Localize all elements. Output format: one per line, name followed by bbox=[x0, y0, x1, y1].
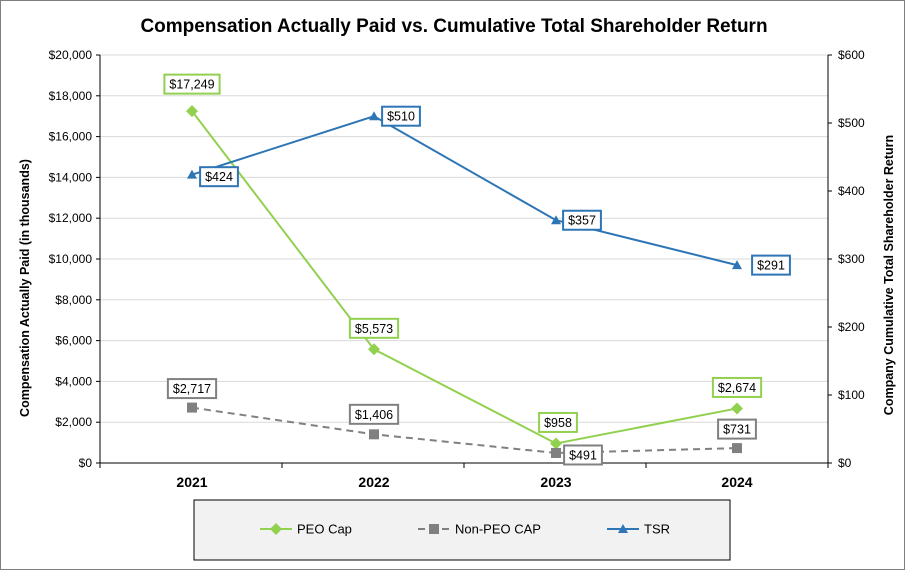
legend-entry-tsr: TSR bbox=[607, 522, 670, 537]
non-peo-cap-data-label: $2,717 bbox=[166, 378, 218, 400]
y-tick-label: $4,000 bbox=[55, 374, 92, 388]
peo-cap-data-label: $958 bbox=[538, 411, 578, 433]
data-labels-layer: $17,249 $5,573 $958 $2,674 $2,717 $1,406 $491 $… bbox=[163, 73, 791, 466]
non-peo-cap-data-label-box bbox=[717, 418, 757, 440]
x-tick-label: 2021 bbox=[176, 474, 207, 490]
non-peo-cap-point bbox=[369, 429, 379, 440]
legend-label: TSR bbox=[644, 522, 670, 537]
peo-cap-point bbox=[368, 343, 380, 356]
non-peo-cap-data-label: $491 bbox=[563, 444, 603, 466]
y2-tick-label: $500 bbox=[838, 116, 865, 130]
peo-cap-point bbox=[186, 105, 198, 118]
peo-cap-data-label-text: $2,674 bbox=[718, 381, 756, 395]
tsr-data-label-text: $424 bbox=[205, 170, 233, 184]
series-layer bbox=[186, 105, 743, 458]
non-peo-cap-data-label-box bbox=[348, 403, 400, 425]
tsr-data-label: $291 bbox=[751, 254, 791, 276]
tsr-data-label-box bbox=[381, 105, 421, 127]
y-tick-label: $12,000 bbox=[49, 211, 93, 225]
y2-tick-label: $300 bbox=[838, 252, 865, 266]
y-tick-label: $18,000 bbox=[49, 89, 93, 103]
gridlines bbox=[100, 54, 828, 423]
legend-marker bbox=[618, 524, 628, 533]
y-tick-label: $0 bbox=[79, 456, 93, 470]
non-peo-cap-data-label-text: $491 bbox=[569, 448, 597, 462]
y-tick-label: $14,000 bbox=[49, 170, 93, 184]
non-peo-cap-data-label: $731 bbox=[717, 418, 757, 440]
tsr-data-label-box bbox=[751, 254, 791, 276]
tsr-data-label: $357 bbox=[562, 209, 602, 231]
tsr-data-label: $424 bbox=[199, 166, 239, 188]
y2-axis-title: Company Cumulative Total Shareholder Ret… bbox=[882, 135, 896, 415]
y2-tick-label: $200 bbox=[838, 320, 865, 334]
x-tick-label: 2022 bbox=[358, 474, 389, 490]
non-peo-cap-data-label-text: $2,717 bbox=[173, 382, 211, 396]
tsr-point bbox=[732, 260, 742, 270]
x-tick-label: 2024 bbox=[721, 474, 752, 490]
non-peo-cap-point bbox=[187, 402, 197, 413]
y-tick-label: $10,000 bbox=[49, 252, 93, 266]
legend-label: PEO Cap bbox=[297, 522, 352, 537]
x-tick-label: 2023 bbox=[540, 474, 571, 490]
peo-cap-data-label-box bbox=[163, 73, 221, 95]
tsr-point bbox=[551, 215, 561, 225]
chart-title: Compensation Actually Paid vs. Cumulativ… bbox=[140, 16, 767, 37]
non-peo-cap-data-label-box bbox=[166, 378, 218, 400]
y2-tick-label: $400 bbox=[838, 184, 865, 198]
y2-tick-label: $0 bbox=[838, 456, 852, 470]
legend-entries: PEO Cap Non-PEO CAP TSR bbox=[260, 522, 670, 537]
tsr-data-label-text: $357 bbox=[568, 214, 596, 228]
legend-marker bbox=[429, 524, 439, 534]
y-tick-label: $8,000 bbox=[55, 293, 92, 307]
peo-cap-data-label: $17,249 bbox=[163, 73, 221, 95]
non-peo-cap-data-label: $1,406 bbox=[348, 403, 400, 425]
peo-cap-data-label-box bbox=[538, 411, 578, 433]
tsr-point bbox=[187, 169, 197, 179]
peo-cap-data-label-box bbox=[711, 376, 763, 398]
tsr-data-label-text: $291 bbox=[757, 259, 785, 273]
peo-cap-data-label: $2,674 bbox=[711, 376, 763, 398]
peo-cap-data-label-text: $17,249 bbox=[169, 78, 214, 92]
peo-cap-point bbox=[731, 402, 743, 415]
y-axis-title: Compensation Actually Paid (in thousands… bbox=[18, 159, 32, 417]
y-tick-label: $16,000 bbox=[49, 130, 93, 144]
non-peo-cap-data-label-text: $731 bbox=[723, 423, 751, 437]
legend-label: Non-PEO CAP bbox=[455, 522, 541, 537]
y2-tick-label: $600 bbox=[838, 48, 865, 62]
tsr-data-label: $510 bbox=[381, 105, 421, 127]
y2-tick-label: $100 bbox=[838, 388, 865, 402]
tsr-data-label-text: $510 bbox=[387, 110, 415, 124]
axes: $0 $2,000 $4,000 $6,000 $8,000 $10,000 $12,000… bbox=[49, 48, 865, 490]
peo-cap-point bbox=[550, 437, 562, 450]
y-tick-label: $2,000 bbox=[55, 415, 92, 429]
non-peo-cap-point bbox=[732, 443, 742, 454]
legend-entry-non-peo-cap: Non-PEO CAP bbox=[418, 522, 541, 537]
tsr-line bbox=[191, 115, 738, 267]
non-peo-cap-point bbox=[551, 447, 561, 458]
tsr-data-label-box bbox=[562, 209, 602, 231]
non-peo-cap-data-label-text: $1,406 bbox=[355, 408, 393, 422]
y-tick-label: $20,000 bbox=[49, 48, 93, 62]
peo-cap-line bbox=[191, 110, 738, 445]
legend-marker bbox=[270, 523, 282, 535]
non-peo-cap-line bbox=[191, 406, 738, 454]
peo-cap-data-label-text: $5,573 bbox=[355, 322, 393, 336]
tsr-data-label-box bbox=[199, 166, 239, 188]
legend-entry-peo-cap: PEO Cap bbox=[260, 522, 352, 537]
y-tick-label: $6,000 bbox=[55, 334, 92, 348]
peo-cap-data-label-text: $958 bbox=[544, 416, 572, 430]
non-peo-cap-data-label-box bbox=[563, 444, 603, 466]
tsr-point bbox=[369, 111, 379, 121]
peo-cap-data-label: $5,573 bbox=[348, 317, 400, 339]
peo-cap-data-label-box bbox=[348, 317, 400, 339]
